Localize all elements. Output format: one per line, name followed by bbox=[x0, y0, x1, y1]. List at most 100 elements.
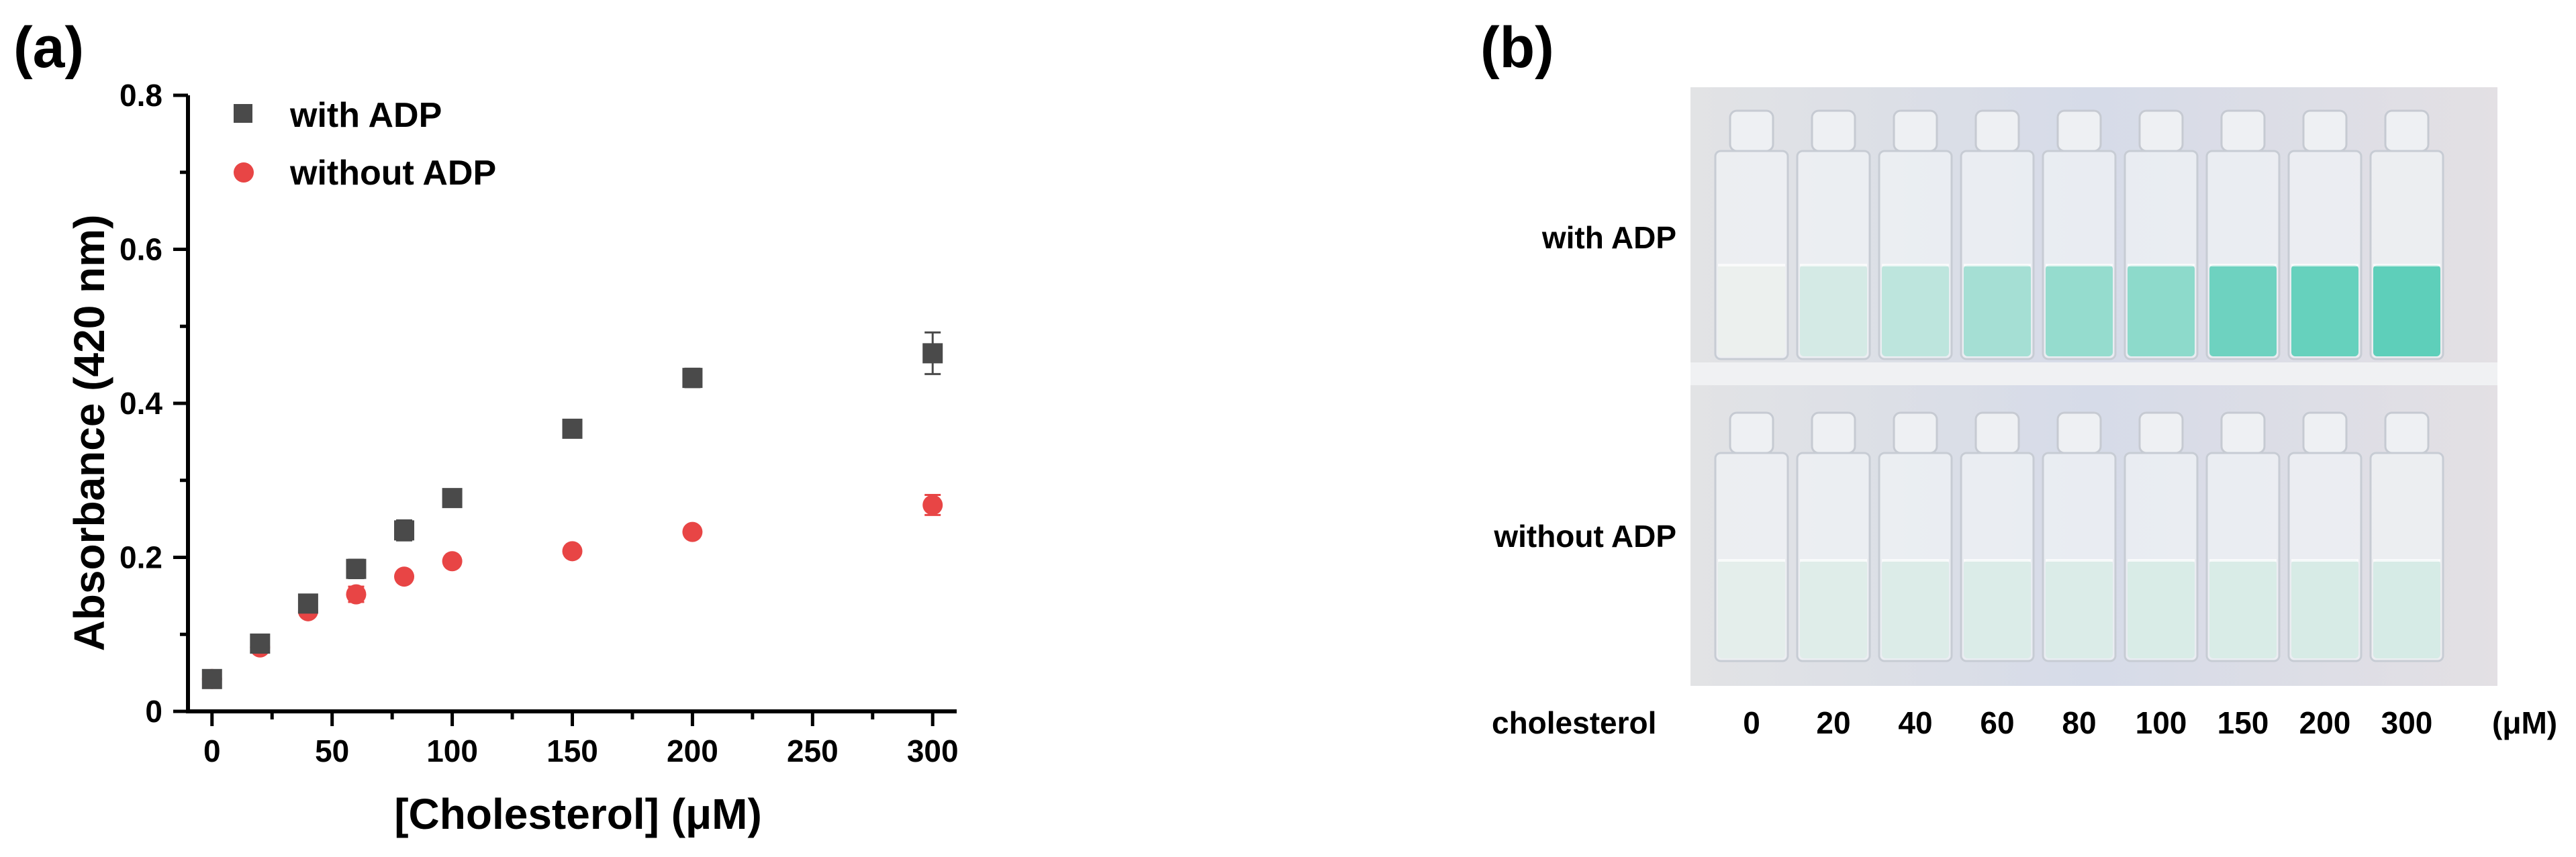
concentration-unit: (μM) bbox=[2492, 705, 2557, 740]
vial-liquid bbox=[2291, 265, 2358, 356]
vial-liquid bbox=[2046, 560, 2113, 658]
vial-with-adp bbox=[2369, 109, 2444, 360]
vial-liquid bbox=[1800, 560, 1867, 658]
data-point-with-adp bbox=[250, 634, 271, 654]
vial-without-adp bbox=[2042, 411, 2117, 662]
data-point-with-adp bbox=[394, 520, 415, 541]
x-tick-label: 0 bbox=[203, 734, 221, 768]
vial-liquid bbox=[1718, 265, 1785, 356]
vial-neck bbox=[2302, 411, 2348, 454]
vial-without-adp bbox=[1960, 411, 2035, 662]
vial-liquid bbox=[2209, 560, 2277, 658]
photo-shelf-divider bbox=[1690, 362, 2497, 385]
y-tick-label: 0.6 bbox=[120, 232, 162, 267]
vial-neck bbox=[1974, 411, 2020, 454]
panel-b-label: (b) bbox=[1480, 15, 1554, 80]
data-point-with-adp bbox=[922, 343, 943, 364]
vial-liquid bbox=[1964, 560, 2031, 658]
concentration-label: 150 bbox=[2217, 705, 2269, 740]
vial-neck bbox=[1893, 411, 1938, 454]
y-tick-label: 0.2 bbox=[120, 540, 162, 575]
vial-liquid bbox=[1882, 265, 1949, 356]
vial-without-adp bbox=[2369, 411, 2444, 662]
data-point-with-adp bbox=[201, 668, 222, 689]
vial-neck bbox=[1974, 109, 2020, 152]
panel-a-label: (a) bbox=[13, 15, 84, 80]
vials-photo bbox=[1690, 87, 2497, 686]
vial-liquid bbox=[2128, 265, 2195, 356]
vial-neck bbox=[1729, 411, 1774, 454]
vial-neck bbox=[1729, 109, 1774, 152]
vial-with-adp bbox=[1714, 109, 1789, 360]
chart-ticks: 0 50 100 150 200 250 300 0 0.2 0.4 0.6 0.8 bbox=[120, 78, 959, 768]
vial-without-adp bbox=[1714, 411, 1789, 662]
concentration-label: 80 bbox=[2062, 705, 2096, 740]
vial-liquid bbox=[1964, 265, 2031, 356]
vial-neck bbox=[2384, 109, 2430, 152]
y-tick-label: 0.4 bbox=[120, 386, 162, 421]
vial-with-adp bbox=[1878, 109, 1953, 360]
vial-with-adp bbox=[1960, 109, 2035, 360]
concentration-label: 300 bbox=[2381, 705, 2433, 740]
x-tick-label: 150 bbox=[546, 734, 598, 768]
x-tick-label: 100 bbox=[426, 734, 478, 768]
vial-liquid bbox=[2373, 265, 2440, 356]
absorbance-scatter-chart: 0 50 100 150 200 250 300 0 0.2 0.4 0.6 0.8 [Cholest… bbox=[65, 78, 959, 838]
vial-liquid bbox=[2291, 560, 2358, 658]
chart-marks bbox=[201, 331, 943, 689]
vial-neck bbox=[2384, 411, 2430, 454]
vial-without-adp bbox=[2124, 411, 2199, 662]
vial-without-adp bbox=[2205, 411, 2281, 662]
data-point-without-adp bbox=[346, 584, 367, 605]
y-axis-title: Absorbance (420 nm) bbox=[65, 215, 113, 652]
data-point-with-adp bbox=[297, 593, 318, 614]
data-point-without-adp bbox=[682, 521, 703, 542]
data-point-without-adp bbox=[442, 551, 463, 572]
legend-marker-with-adp bbox=[234, 104, 252, 123]
vial-neck bbox=[2056, 109, 2102, 152]
photo-x-label: cholesterol bbox=[1492, 705, 1656, 740]
vial-liquid bbox=[2209, 265, 2277, 356]
y-tick-label: 0 bbox=[145, 694, 162, 729]
legend-label-with-adp: with ADP bbox=[289, 96, 442, 135]
vial-without-adp bbox=[2287, 411, 2363, 662]
x-axis-title: [Cholesterol] (μM) bbox=[394, 790, 762, 838]
vial-with-adp bbox=[1796, 109, 1871, 360]
vial-with-adp bbox=[2042, 109, 2117, 360]
x-tick-label: 300 bbox=[907, 734, 959, 768]
vial-neck bbox=[1811, 411, 1856, 454]
vial-neck bbox=[1893, 109, 1938, 152]
vial-liquid bbox=[1800, 265, 1867, 356]
vial-neck bbox=[2220, 411, 2266, 454]
concentration-label: 100 bbox=[2136, 705, 2187, 740]
y-tick-label: 0.8 bbox=[120, 78, 162, 113]
concentration-label: 0 bbox=[1743, 705, 1760, 740]
vial-rows bbox=[1714, 109, 2444, 662]
data-point-with-adp bbox=[442, 488, 463, 509]
vial-neck bbox=[2138, 109, 2184, 152]
data-point-without-adp bbox=[922, 495, 943, 515]
data-point-with-adp bbox=[346, 558, 367, 579]
vial-without-adp bbox=[1878, 411, 1953, 662]
concentration-label: 20 bbox=[1816, 705, 1850, 740]
concentration-label: 60 bbox=[1980, 705, 2014, 740]
data-point-without-adp bbox=[562, 541, 583, 562]
concentration-label: 40 bbox=[1898, 705, 1932, 740]
vial-neck bbox=[1811, 109, 1856, 152]
vial-with-adp bbox=[2205, 109, 2281, 360]
vial-with-adp bbox=[2287, 109, 2363, 360]
legend-label-without-adp: without ADP bbox=[289, 154, 496, 193]
vial-with-adp bbox=[2124, 109, 2199, 360]
vial-liquid bbox=[2046, 265, 2113, 356]
chart-legend: with ADP without ADP bbox=[234, 96, 496, 193]
vial-neck bbox=[2056, 411, 2102, 454]
vial-liquid bbox=[1882, 560, 1949, 658]
x-tick-label: 200 bbox=[667, 734, 718, 768]
x-tick-label: 250 bbox=[787, 734, 839, 768]
x-tick-label: 50 bbox=[315, 734, 349, 768]
row-label-with-adp: with ADP bbox=[1541, 220, 1676, 255]
data-point-with-adp bbox=[562, 418, 583, 439]
data-point-without-adp bbox=[394, 566, 415, 587]
vial-neck bbox=[2138, 411, 2184, 454]
